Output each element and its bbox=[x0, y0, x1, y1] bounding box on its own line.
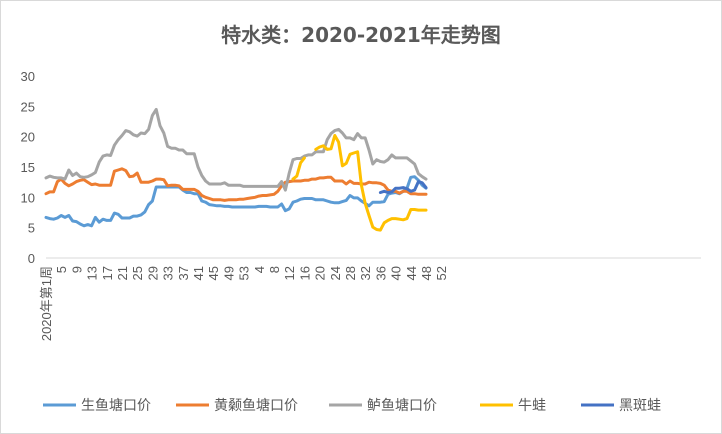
x-tick-label: 20 bbox=[313, 266, 328, 280]
legend-label: 牛蛙 bbox=[518, 398, 546, 414]
legend-label: 鲈鱼塘口价 bbox=[367, 397, 437, 414]
x-tick-label: 44 bbox=[404, 266, 419, 280]
y-tick-label: 10 bbox=[21, 190, 35, 205]
x-tick-label: 17 bbox=[100, 266, 115, 280]
x-tick-label: 16 bbox=[297, 266, 312, 280]
x-tick-label: 4 bbox=[252, 266, 267, 273]
chart-title: 特水类：2020-2021年走势图 bbox=[221, 23, 501, 47]
x-tick-label: 40 bbox=[389, 266, 404, 280]
x-tick-label: 13 bbox=[85, 266, 100, 280]
x-tick-label: 37 bbox=[176, 266, 191, 280]
x-tick-label: 24 bbox=[328, 266, 343, 280]
legend-label: 黄颡鱼塘口价 bbox=[214, 397, 298, 414]
y-tick-label: 0 bbox=[28, 251, 35, 266]
x-tick-label: 28 bbox=[343, 266, 358, 280]
y-tick-label: 5 bbox=[28, 221, 35, 236]
x-tick-label: 49 bbox=[221, 266, 236, 280]
x-tick-label: 41 bbox=[191, 266, 206, 280]
x-tick-label: 12 bbox=[282, 266, 297, 280]
series-line-4 bbox=[291, 134, 428, 232]
x-tick-label: 21 bbox=[115, 266, 130, 280]
y-tick-label: 30 bbox=[21, 69, 35, 84]
x-tick-label: 5 bbox=[54, 266, 69, 273]
x-tick-label: 33 bbox=[161, 266, 176, 280]
y-tick-label: 25 bbox=[21, 99, 35, 114]
y-tick-label: 15 bbox=[21, 160, 35, 175]
legend-label: 生鱼塘口价 bbox=[81, 397, 151, 414]
series-line-3 bbox=[44, 107, 428, 192]
x-tick-label: 29 bbox=[145, 266, 160, 280]
x-tick-label: 8 bbox=[267, 266, 282, 273]
x-tick-label: 32 bbox=[358, 266, 373, 280]
series-line-5 bbox=[378, 180, 428, 194]
x-tick-label: 45 bbox=[206, 266, 221, 280]
series-line-1 bbox=[44, 175, 428, 228]
x-tick-label: 48 bbox=[419, 266, 434, 280]
legend-label: 黑斑蛙 bbox=[619, 398, 661, 414]
x-tick-label: 52 bbox=[434, 266, 449, 280]
x-tick-label: 25 bbox=[130, 266, 145, 280]
y-tick-label: 20 bbox=[21, 130, 35, 145]
x-tick-label: 36 bbox=[373, 266, 388, 280]
x-tick-label: 2020年第1周 bbox=[39, 266, 54, 341]
x-tick-label: 53 bbox=[237, 266, 252, 280]
x-tick-label: 9 bbox=[69, 266, 84, 273]
